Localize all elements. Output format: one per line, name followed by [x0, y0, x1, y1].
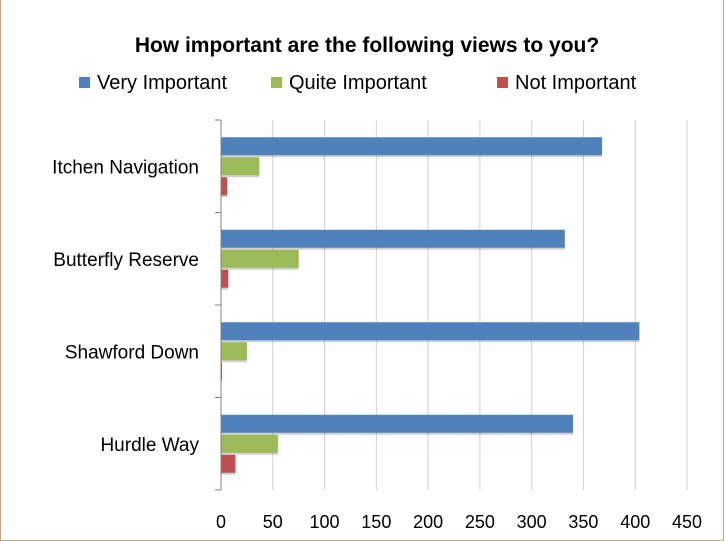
axes	[215, 119, 222, 491]
bar-very-important-hurdle-way	[221, 414, 574, 435]
legend-item-not-important: Not Important	[497, 72, 637, 94]
legend-label: Not Important	[515, 72, 637, 94]
bar-quite-important-hurdle-way	[221, 434, 278, 455]
chart-title: How important are the following views to…	[135, 34, 599, 57]
bar-very-important-shawford-down	[221, 322, 640, 343]
legend-swatch	[271, 77, 282, 88]
x-tick-label: 250	[465, 512, 495, 532]
category-labels: Itchen Navigation Butterfly Reserve Shawfo…	[52, 157, 199, 456]
x-tick-label: 150	[361, 512, 391, 532]
legend: Very Important Quite Important Not Importa…	[79, 72, 637, 94]
x-tick-label: 100	[310, 512, 340, 532]
bar-not-important-shawford-down	[221, 362, 223, 383]
bar-quite-important-butterfly-reserve	[221, 249, 299, 270]
legend-item-very-important: Very Important	[79, 72, 228, 94]
legend-item-quite-important: Quite Important	[271, 72, 427, 94]
x-tick-label: 200	[413, 512, 443, 532]
gridlines	[272, 120, 688, 490]
x-tick-label: 400	[620, 512, 650, 532]
bar-very-important-butterfly-reserve	[221, 229, 565, 250]
category-label: Hurdle Way	[100, 435, 199, 456]
x-tick-label: 300	[517, 512, 547, 532]
bar-quite-important-itchen-navigation	[221, 157, 260, 178]
bar-very-important-itchen-navigation	[221, 137, 603, 158]
legend-label: Quite Important	[289, 72, 427, 94]
bar-quite-important-shawford-down	[221, 342, 247, 363]
bar-not-important-hurdle-way	[221, 454, 236, 475]
category-label: Itchen Navigation	[52, 157, 199, 178]
bars	[221, 137, 640, 475]
legend-swatch	[497, 77, 508, 88]
legend-label: Very Important	[97, 72, 228, 94]
x-tick-label: 50	[263, 512, 283, 532]
bar-not-important-itchen-navigation	[221, 177, 228, 198]
bar-not-important-butterfly-reserve	[221, 269, 229, 290]
x-tick-label: 0	[216, 512, 226, 532]
legend-swatch	[79, 77, 90, 88]
x-tick-label: 350	[568, 512, 598, 532]
x-tick-labels: 0 50 100 150 200 250 300 350 400 450	[216, 512, 702, 532]
category-label: Shawford Down	[65, 342, 199, 363]
x-tick-label: 450	[672, 512, 702, 532]
category-label: Butterfly Reserve	[53, 250, 199, 271]
